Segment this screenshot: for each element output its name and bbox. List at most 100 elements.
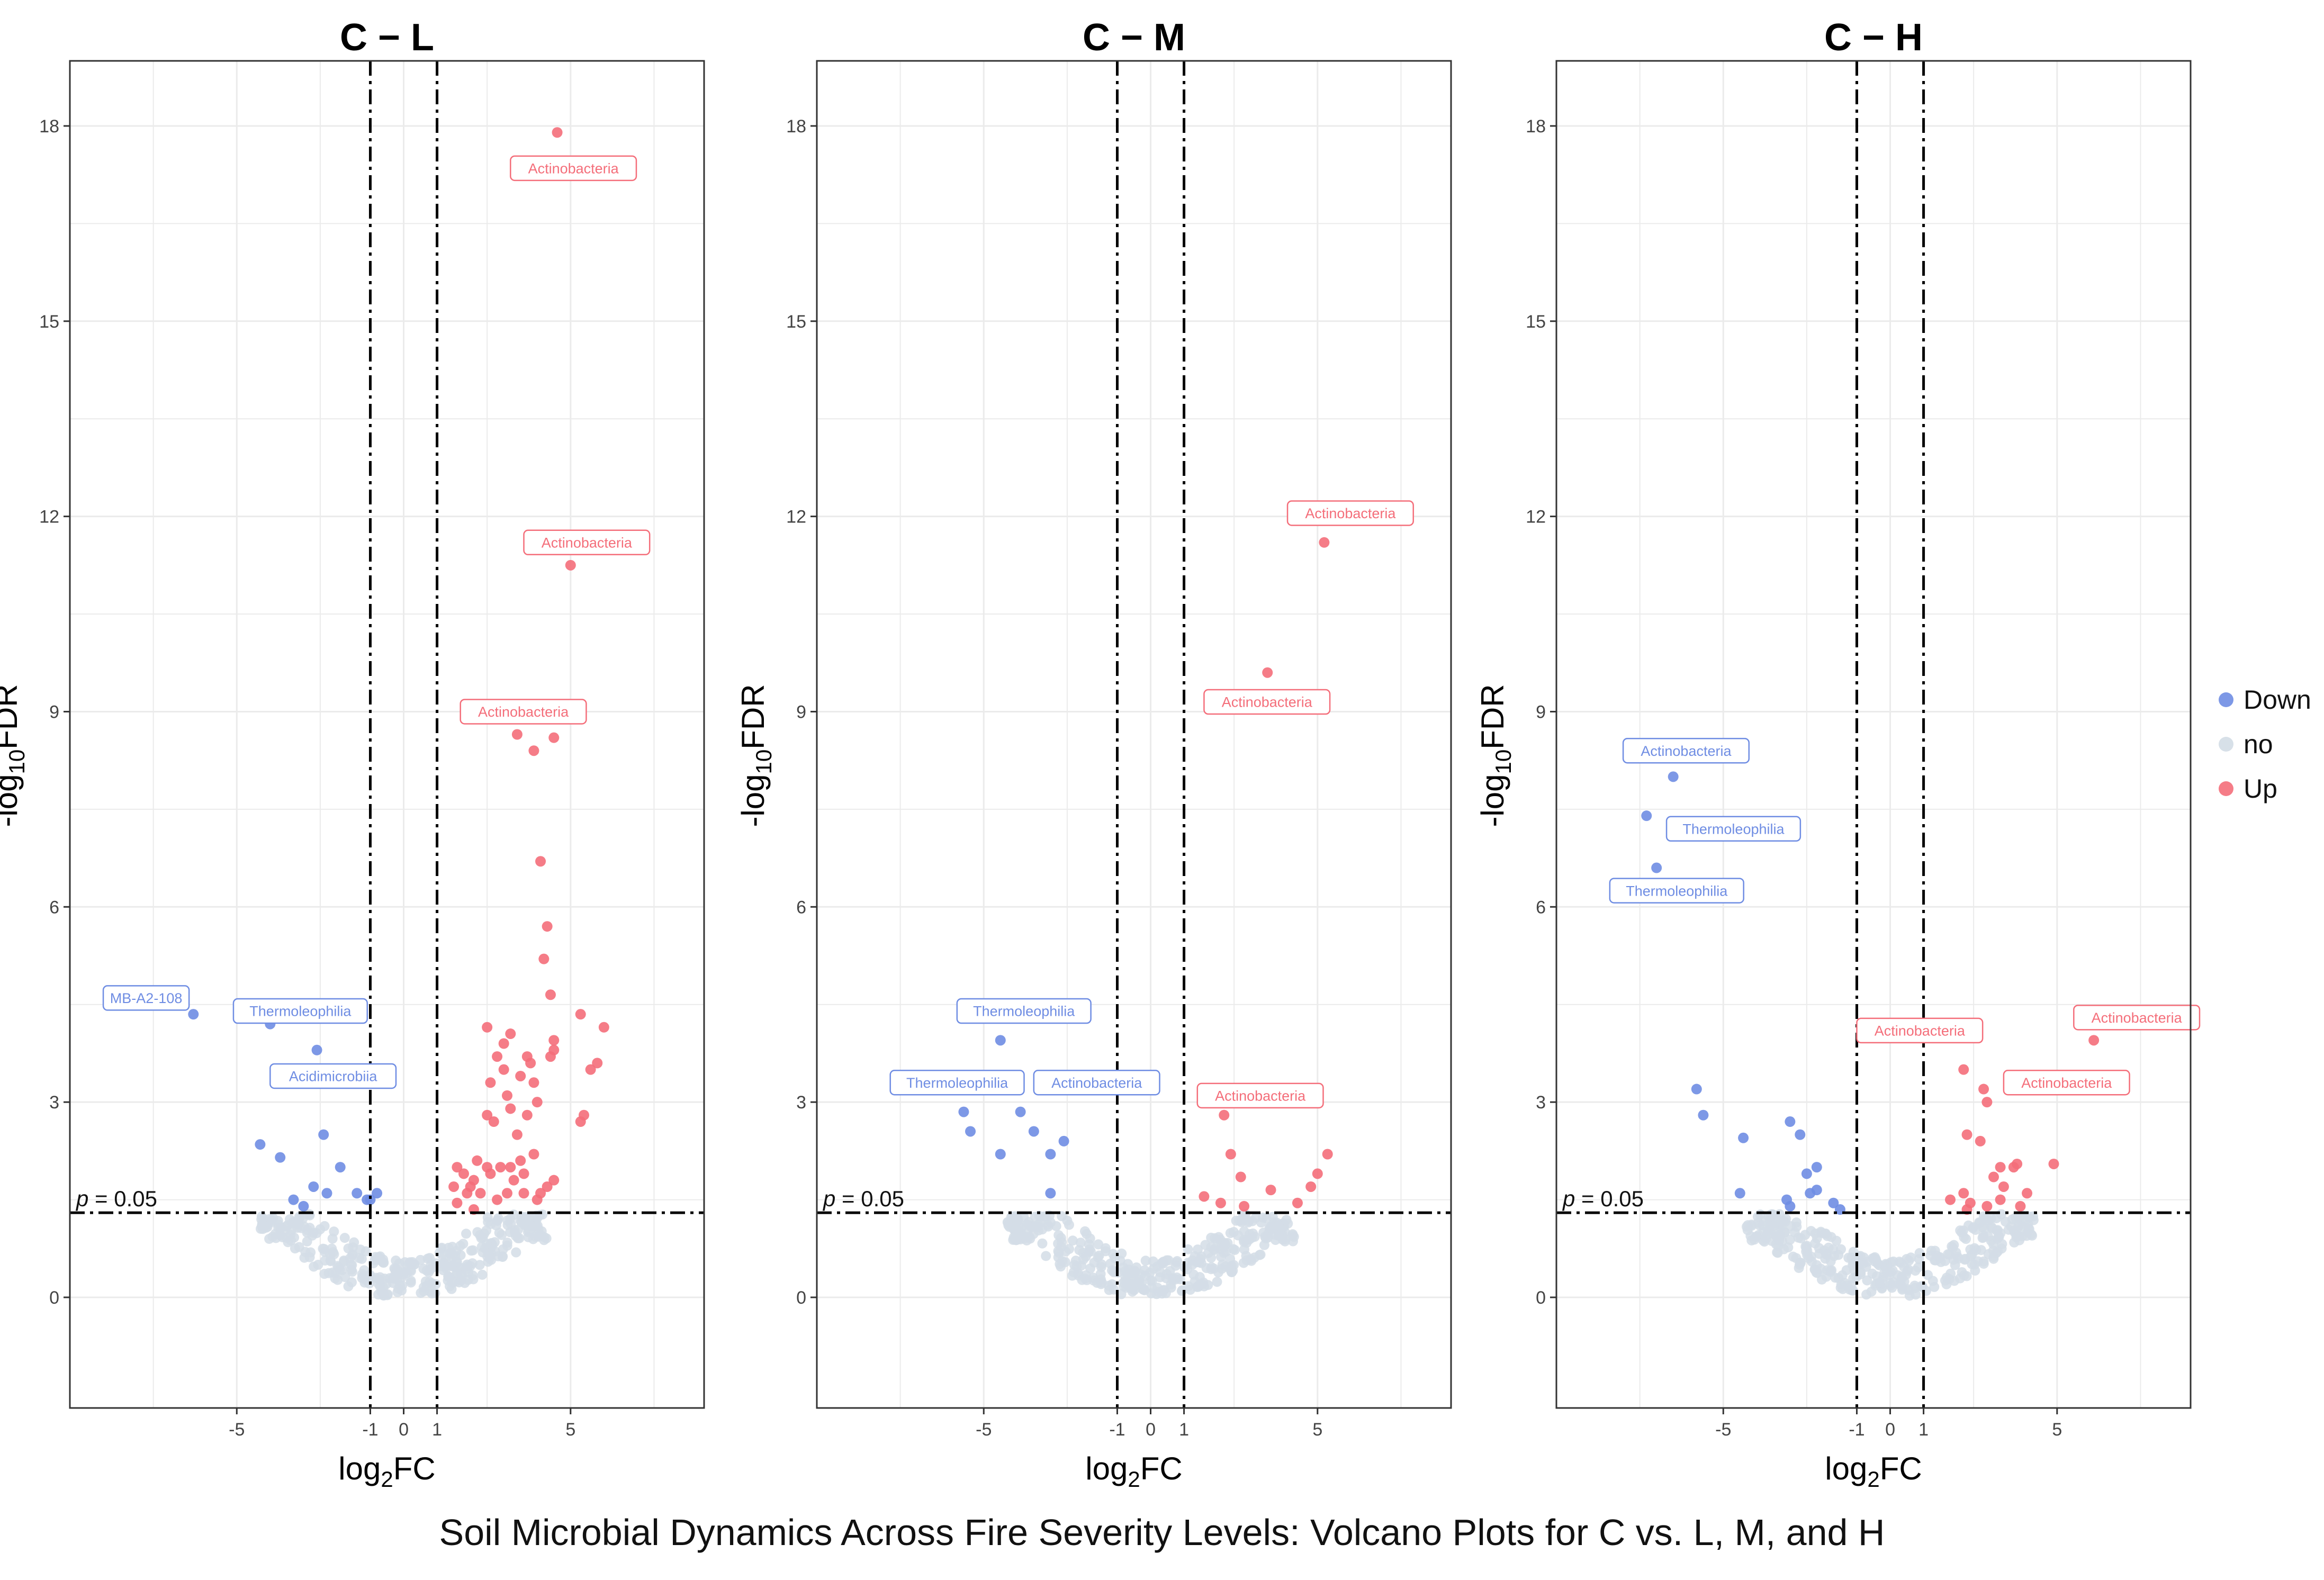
legend-marker xyxy=(2219,737,2233,752)
no-point xyxy=(1829,1251,1840,1261)
no-point xyxy=(1884,1270,1895,1280)
no-point xyxy=(1927,1276,1938,1286)
up-point xyxy=(475,1188,486,1199)
no-point xyxy=(1751,1232,1761,1242)
down-point xyxy=(958,1106,969,1117)
y-tick-label: 12 xyxy=(1526,507,1546,527)
no-point xyxy=(1037,1238,1048,1249)
point-label-text: Actinobacteria xyxy=(2092,1010,2183,1026)
no-point xyxy=(1158,1285,1168,1296)
y-tick-label: 3 xyxy=(796,1093,806,1113)
up-point xyxy=(1235,1171,1246,1182)
up-point xyxy=(495,1162,506,1173)
point-label: Actinobacteria xyxy=(1196,1082,1324,1109)
no-point xyxy=(1949,1240,1959,1250)
legend-label: no xyxy=(2244,729,2273,759)
point-label-box xyxy=(1033,1070,1160,1096)
up-point xyxy=(528,1149,539,1160)
y-axis-label: -log10FDR xyxy=(735,684,776,827)
point-label: Actinobacteria xyxy=(2073,1005,2201,1031)
point-label: Thermoleophilia xyxy=(889,1070,1025,1096)
no-point xyxy=(1887,1283,1897,1293)
down-point xyxy=(1045,1188,1056,1199)
up-point xyxy=(482,1109,493,1121)
y-tick-label: 18 xyxy=(786,116,806,137)
no-point xyxy=(1958,1225,1969,1236)
down-point xyxy=(255,1139,266,1150)
point-label: Actinobacteria xyxy=(1856,1017,1984,1044)
no-point xyxy=(466,1245,476,1256)
no-point xyxy=(524,1225,534,1236)
panel-border xyxy=(69,60,705,1409)
no-point xyxy=(1991,1213,2002,1224)
up-point xyxy=(538,953,550,964)
no-point xyxy=(460,1278,470,1288)
up-point xyxy=(1319,537,1330,548)
no-point xyxy=(1206,1262,1217,1272)
no-point xyxy=(376,1287,386,1297)
no-point xyxy=(1257,1212,1268,1223)
y-tick-label: 9 xyxy=(796,702,806,722)
no-point xyxy=(1831,1235,1842,1246)
up-point xyxy=(1945,1194,1956,1205)
up-point xyxy=(552,127,563,138)
no-point xyxy=(302,1225,313,1235)
up-point xyxy=(472,1155,483,1166)
no-point xyxy=(468,1274,479,1285)
up-point xyxy=(532,1194,543,1205)
legend-label: Down xyxy=(2244,685,2311,715)
legend-item-no: no xyxy=(2219,729,2273,759)
x-tick-label: 5 xyxy=(1312,1420,1322,1440)
down-point xyxy=(311,1044,322,1055)
no-point xyxy=(319,1269,330,1279)
point-label-text: Actinobacteria xyxy=(478,704,569,720)
no-point xyxy=(1183,1244,1193,1254)
up-point xyxy=(2088,1035,2100,1046)
down-point xyxy=(1801,1168,1812,1179)
no-point xyxy=(1239,1244,1250,1254)
up-point xyxy=(1322,1149,1333,1160)
down-point xyxy=(1795,1129,1806,1140)
up-point xyxy=(518,1188,529,1199)
down-point xyxy=(1734,1188,1745,1199)
up-point xyxy=(535,856,546,867)
y-tick-label: 0 xyxy=(1536,1288,1546,1308)
up-point xyxy=(511,1129,523,1140)
up-point xyxy=(2048,1158,2059,1169)
point-label-box xyxy=(232,998,368,1024)
no-point xyxy=(1120,1266,1130,1277)
x-axis-label: log2FC xyxy=(1825,1451,1922,1492)
no-point xyxy=(1783,1242,1794,1253)
y-tick-label: 12 xyxy=(39,507,59,527)
no-point xyxy=(1802,1250,1813,1260)
no-point xyxy=(1080,1226,1091,1236)
point-label-box xyxy=(1203,689,1331,715)
y-tick-label: 6 xyxy=(796,897,806,917)
no-point xyxy=(1950,1260,1960,1270)
no-point xyxy=(516,1217,527,1228)
no-point xyxy=(1225,1264,1236,1275)
no-point xyxy=(1085,1233,1095,1244)
no-point xyxy=(1868,1253,1878,1263)
down-point xyxy=(1641,810,1652,821)
no-point xyxy=(1786,1221,1796,1231)
no-point xyxy=(475,1230,485,1240)
point-label-text: Thermoleophilia xyxy=(1682,821,1785,837)
up-point xyxy=(1981,1097,1993,1108)
no-point xyxy=(1812,1260,1822,1270)
legend: Down no Up xyxy=(2219,685,2311,803)
legend-label: Up xyxy=(2244,774,2277,803)
panel-border xyxy=(1555,60,2192,1409)
no-point xyxy=(1118,1277,1129,1288)
no-point xyxy=(398,1267,409,1277)
no-point xyxy=(1794,1263,1804,1274)
no-point xyxy=(502,1215,513,1226)
no-point xyxy=(1230,1244,1240,1255)
no-point xyxy=(320,1255,330,1266)
no-point xyxy=(2027,1230,2038,1241)
panel-1: p = 0.05 Actinobacteria Actinobacteria Acti… xyxy=(0,16,705,1492)
no-point xyxy=(333,1262,344,1272)
up-point xyxy=(521,1109,533,1121)
no-point xyxy=(497,1230,507,1240)
down-point xyxy=(1668,771,1679,782)
